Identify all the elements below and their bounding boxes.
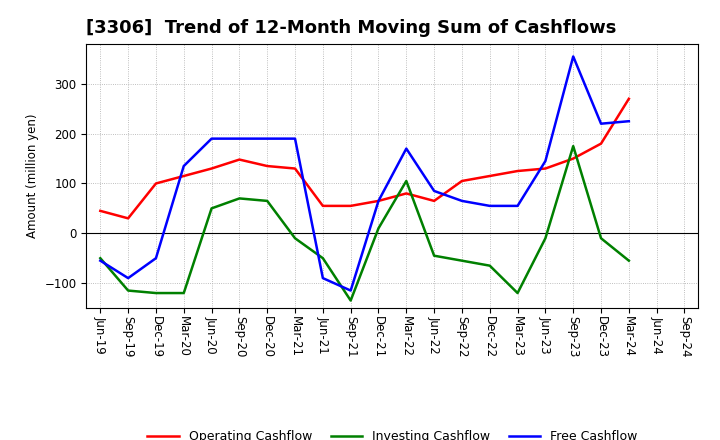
Investing Cashflow bbox=[318, 256, 327, 261]
Free Cashflow bbox=[513, 203, 522, 209]
Free Cashflow bbox=[207, 136, 216, 141]
Text: [3306]  Trend of 12-Month Moving Sum of Cashflows: [3306] Trend of 12-Month Moving Sum of C… bbox=[86, 19, 617, 37]
Operating Cashflow bbox=[235, 157, 243, 162]
Investing Cashflow bbox=[513, 290, 522, 296]
Investing Cashflow bbox=[541, 236, 550, 241]
Operating Cashflow bbox=[291, 166, 300, 171]
Free Cashflow bbox=[485, 203, 494, 209]
Free Cashflow bbox=[263, 136, 271, 141]
Free Cashflow bbox=[541, 158, 550, 164]
Investing Cashflow bbox=[207, 206, 216, 211]
Operating Cashflow bbox=[458, 178, 467, 183]
Operating Cashflow bbox=[207, 166, 216, 171]
Investing Cashflow bbox=[179, 290, 188, 296]
Free Cashflow bbox=[152, 256, 161, 261]
Operating Cashflow bbox=[124, 216, 132, 221]
Operating Cashflow bbox=[179, 173, 188, 179]
Investing Cashflow bbox=[458, 258, 467, 263]
Line: Free Cashflow: Free Cashflow bbox=[100, 56, 629, 290]
Investing Cashflow bbox=[430, 253, 438, 258]
Investing Cashflow bbox=[291, 236, 300, 241]
Investing Cashflow bbox=[346, 298, 355, 303]
Operating Cashflow bbox=[152, 181, 161, 186]
Operating Cashflow bbox=[597, 141, 606, 146]
Free Cashflow bbox=[624, 118, 633, 124]
Free Cashflow bbox=[179, 163, 188, 169]
Free Cashflow bbox=[569, 54, 577, 59]
Investing Cashflow bbox=[485, 263, 494, 268]
Free Cashflow bbox=[96, 258, 104, 263]
Investing Cashflow bbox=[235, 196, 243, 201]
Operating Cashflow bbox=[513, 169, 522, 174]
Operating Cashflow bbox=[346, 203, 355, 209]
Free Cashflow bbox=[374, 198, 383, 204]
Investing Cashflow bbox=[569, 143, 577, 149]
Operating Cashflow bbox=[402, 191, 410, 196]
Operating Cashflow bbox=[485, 173, 494, 179]
Free Cashflow bbox=[346, 288, 355, 293]
Operating Cashflow bbox=[96, 208, 104, 213]
Free Cashflow bbox=[291, 136, 300, 141]
Investing Cashflow bbox=[152, 290, 161, 296]
Legend: Operating Cashflow, Investing Cashflow, Free Cashflow: Operating Cashflow, Investing Cashflow, … bbox=[143, 425, 642, 440]
Investing Cashflow bbox=[124, 288, 132, 293]
Operating Cashflow bbox=[318, 203, 327, 209]
Free Cashflow bbox=[597, 121, 606, 126]
Investing Cashflow bbox=[597, 236, 606, 241]
Free Cashflow bbox=[402, 146, 410, 151]
Free Cashflow bbox=[124, 275, 132, 281]
Line: Investing Cashflow: Investing Cashflow bbox=[100, 146, 629, 301]
Operating Cashflow bbox=[541, 166, 550, 171]
Investing Cashflow bbox=[374, 226, 383, 231]
Investing Cashflow bbox=[96, 256, 104, 261]
Investing Cashflow bbox=[263, 198, 271, 204]
Free Cashflow bbox=[235, 136, 243, 141]
Operating Cashflow bbox=[569, 156, 577, 161]
Y-axis label: Amount (million yen): Amount (million yen) bbox=[26, 114, 39, 238]
Operating Cashflow bbox=[374, 198, 383, 204]
Free Cashflow bbox=[318, 275, 327, 281]
Free Cashflow bbox=[458, 198, 467, 204]
Line: Operating Cashflow: Operating Cashflow bbox=[100, 99, 629, 218]
Free Cashflow bbox=[430, 188, 438, 194]
Investing Cashflow bbox=[402, 178, 410, 183]
Operating Cashflow bbox=[430, 198, 438, 204]
Investing Cashflow bbox=[624, 258, 633, 263]
Operating Cashflow bbox=[263, 163, 271, 169]
Operating Cashflow bbox=[624, 96, 633, 102]
